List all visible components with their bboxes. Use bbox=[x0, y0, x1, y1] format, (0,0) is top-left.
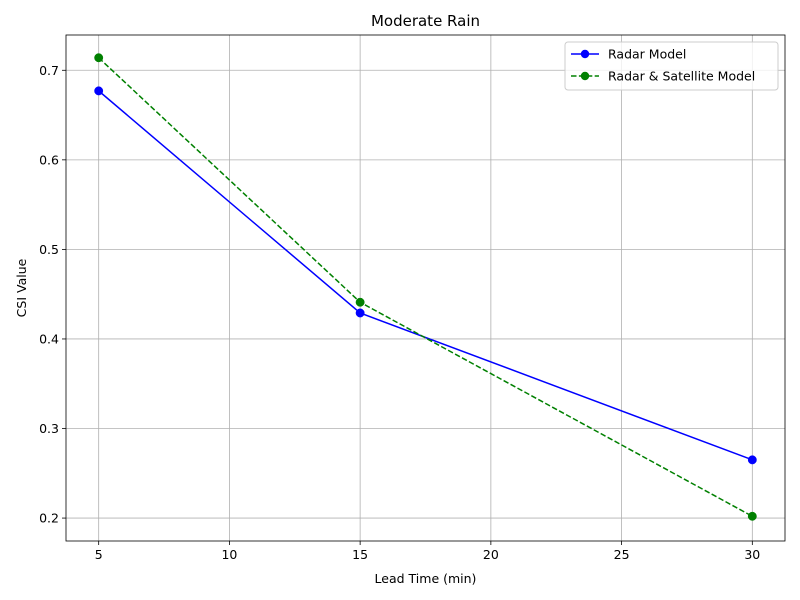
series-line bbox=[98, 90, 753, 461]
y-tick-label: 0.3 bbox=[39, 421, 59, 436]
y-tick-label: 0.6 bbox=[39, 152, 59, 167]
x-tick-label: 30 bbox=[744, 547, 760, 562]
legend-item: Radar Model bbox=[571, 47, 686, 62]
legend-marker bbox=[580, 49, 590, 59]
ticks: 5 10 15 20 25 30 0.2 0.3 0.4 0.5 0.6 0.7 bbox=[39, 63, 760, 562]
y-axis-label: CSI Value bbox=[14, 258, 29, 317]
data-point bbox=[747, 511, 757, 521]
data-point bbox=[355, 308, 365, 318]
legend: Radar Model Radar & Satellite Model bbox=[564, 41, 779, 91]
x-axis-label: Lead Time (min) bbox=[375, 571, 477, 586]
grid bbox=[66, 35, 785, 541]
legend-item: Radar & Satellite Model bbox=[571, 69, 755, 84]
y-tick-label: 0.2 bbox=[39, 511, 59, 526]
data-point bbox=[747, 455, 757, 465]
series-layer bbox=[94, 53, 757, 521]
legend-marker bbox=[580, 71, 590, 81]
series-line bbox=[98, 57, 753, 517]
legend-label: Radar Model bbox=[608, 47, 686, 62]
x-tick-label: 25 bbox=[614, 547, 630, 562]
x-tick-label: 20 bbox=[483, 547, 499, 562]
y-tick-label: 0.5 bbox=[39, 242, 59, 257]
x-tick-label: 5 bbox=[95, 547, 103, 562]
legend-label: Radar & Satellite Model bbox=[608, 69, 755, 84]
y-tick-label: 0.4 bbox=[39, 331, 59, 346]
axes-frame bbox=[65, 34, 786, 542]
data-point bbox=[94, 86, 104, 96]
y-tick-label: 0.7 bbox=[39, 63, 59, 78]
chart-title: Moderate Rain bbox=[371, 12, 480, 30]
x-tick-label: 15 bbox=[352, 547, 368, 562]
data-point bbox=[355, 297, 365, 307]
x-tick-label: 10 bbox=[221, 547, 237, 562]
legend-box bbox=[564, 41, 779, 91]
data-point bbox=[94, 53, 104, 63]
